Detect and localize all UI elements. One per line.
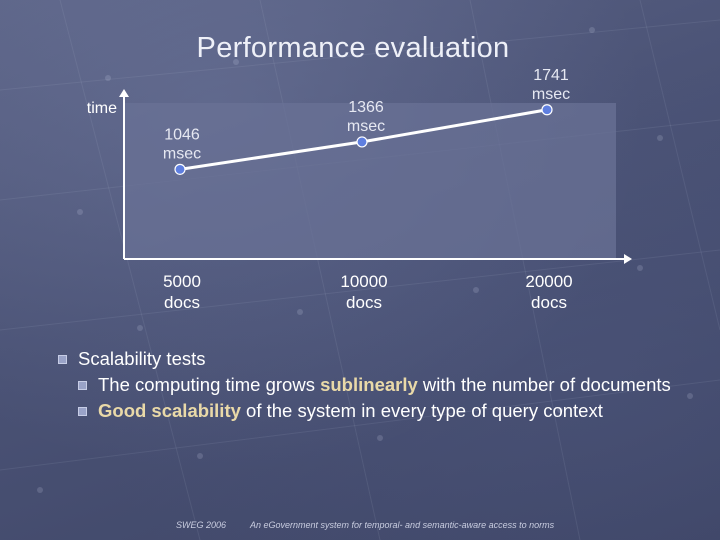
- data-label-1-line-2: msec: [163, 145, 201, 162]
- bullet-square-icon: [58, 355, 67, 364]
- bullet-sub-1-after: with the number of documents: [417, 374, 671, 395]
- footer-left: SWEG 2006: [176, 520, 227, 530]
- data-label-2-line-2: msec: [347, 118, 385, 135]
- data-label-3-line-2: msec: [532, 86, 570, 103]
- data-point-3: [541, 104, 553, 116]
- bullet-list: Scalability tests The computing time gro…: [56, 346, 696, 423]
- x-tick-label-1-line-1: 5000: [163, 272, 201, 291]
- data-label-1-line-1: 1046: [164, 126, 200, 143]
- plot-area: [124, 103, 616, 259]
- slide-title: Performance evaluation: [196, 32, 510, 64]
- bullet-main: Scalability tests: [56, 346, 696, 371]
- y-axis-label: time: [87, 100, 117, 117]
- bullet-square-icon: [78, 407, 87, 416]
- bullet-sub-2: Good scalability of the system in every …: [56, 398, 696, 423]
- data-label-2-line-1: 1366: [348, 99, 384, 116]
- x-tick-label-3-line-1: 20000: [525, 272, 572, 291]
- data-point-2: [356, 136, 368, 148]
- x-tick-label-2-line-2: docs: [346, 293, 382, 312]
- bullet-sub-1-before: The computing time grows: [98, 374, 321, 395]
- bullet-sub-2-highlight: Good scalability: [98, 400, 241, 421]
- bullet-sub-2-after: of the system in every type of query con…: [240, 400, 603, 421]
- x-axis-arrow: [624, 254, 632, 264]
- x-tick-label-1-line-2: docs: [164, 293, 200, 312]
- data-label-3-line-1: 1741: [533, 67, 569, 84]
- bullet-sub-1-highlight: sublinearly: [320, 374, 418, 395]
- x-tick-label-3-line-2: docs: [531, 293, 567, 312]
- data-point-1: [174, 163, 186, 175]
- y-axis-arrow: [119, 89, 129, 97]
- bullet-square-icon: [78, 381, 87, 390]
- bullet-main-text: Scalability tests: [78, 348, 206, 369]
- x-tick-label-2-line-1: 10000: [340, 272, 387, 291]
- bullet-sub-1: The computing time grows sublinearly wit…: [56, 372, 696, 397]
- footer-right: An eGovernment system for temporal- and …: [250, 520, 555, 530]
